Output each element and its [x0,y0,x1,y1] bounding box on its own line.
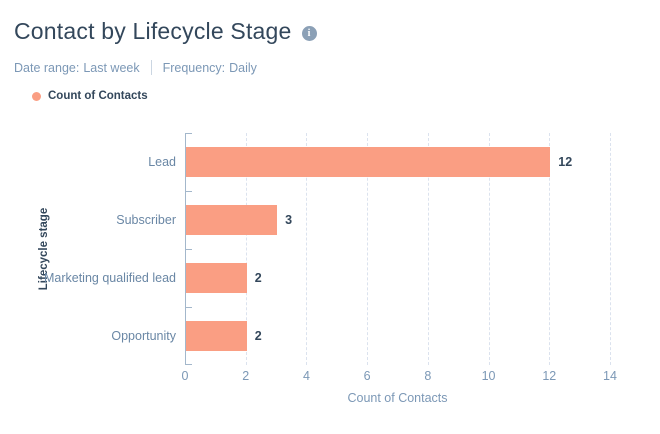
gridline [245,133,247,365]
category-label: Lead [148,155,176,169]
x-tick-label: 10 [481,369,496,383]
gridline [488,133,490,365]
gridline [306,133,308,365]
bar-subscriber[interactable] [186,205,278,235]
frequency-filter: Frequency: Daily [163,61,257,75]
y-axis-tick [186,307,192,308]
y-axis-line [185,133,186,365]
filter-divider [150,60,152,75]
bar-value-label: 12 [558,155,573,169]
category-label: Subscriber [116,213,176,227]
y-axis-tick [186,249,192,250]
bar-value-label: 3 [285,213,293,227]
chart-legend-item[interactable]: Count of Contacts [32,90,148,102]
bar-lead[interactable] [186,147,551,177]
date-range-value: Last week [83,60,140,75]
gridline [367,133,369,365]
bar-marketing-qualified-lead[interactable] [186,263,247,293]
x-tick-label: 2 [242,369,250,383]
date-range-label: Date range: [14,60,80,75]
legend-dot-icon [32,91,41,101]
y-axis-tick [186,364,192,365]
page-title: Contact by Lifecycle Stage [14,18,292,44]
bar-value-label: 2 [254,329,262,343]
legend-label: Count of Contacts [48,90,148,102]
x-tick-label: 4 [302,369,310,383]
x-tick-label: 12 [542,369,557,383]
category-label: Opportunity [111,329,176,343]
x-tick-label: 8 [424,369,432,383]
plot-area: 12 3 2 2 [185,133,611,365]
x-tick-label: 14 [603,369,617,383]
bar-value-label: 2 [254,271,262,285]
frequency-label: Frequency: [162,60,226,75]
bar-opportunity[interactable] [186,321,247,351]
x-axis-title: Count of Contacts [347,391,448,405]
report-header: Contact by Lifecycle Stage i [14,18,317,45]
gridline [549,133,551,365]
gridline [610,133,611,365]
gridline [427,133,429,365]
filters-row: Date range: Last week Frequency: Daily [14,60,257,75]
y-axis-tick [186,191,192,192]
date-range-filter: Date range: Last week [14,61,140,75]
y-axis-tick [186,133,192,134]
info-icon[interactable]: i [301,25,317,41]
category-label: Marketing qualified lead [43,271,176,285]
category-labels: Lead Subscriber Marketing qualified lead Op… [0,133,176,365]
frequency-value: Daily [229,60,257,75]
x-axis-ticks: 0 2 4 6 8 10 12 14 [181,369,617,384]
x-tick-label: 6 [363,369,371,383]
x-tick-label: 0 [181,369,189,383]
